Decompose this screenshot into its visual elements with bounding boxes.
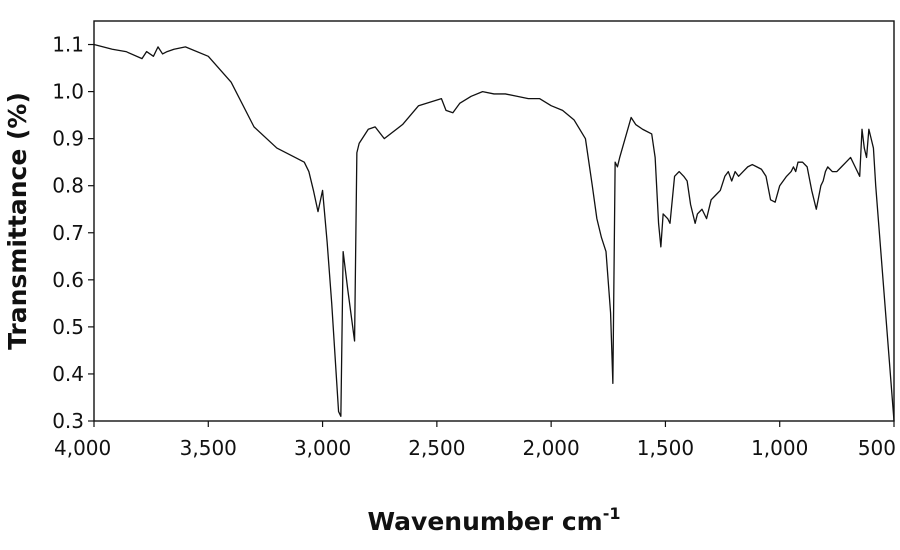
- y-tick-label: 0.6: [52, 268, 84, 292]
- x-tick-label: 4,000: [54, 436, 111, 460]
- y-tick-label: 0.9: [52, 127, 84, 151]
- plot-frame: [93, 20, 895, 422]
- tick-label-layer: 0.3 0.4 0.5 0.6 0.7 0.8 0.9 1.0 1.1 4,000 3,500 3,0…: [52, 33, 896, 460]
- y-tick-label: 0.8: [52, 174, 84, 198]
- y-tick-label: 1.1: [52, 33, 84, 57]
- y-tick-label: 0.4: [52, 362, 84, 386]
- y-tick-label: 0.7: [52, 221, 84, 245]
- x-tick-label: 3,500: [180, 436, 237, 460]
- x-tick-label: 2,500: [408, 436, 465, 460]
- x-axis-title: Wavenumber cm-1: [368, 504, 621, 536]
- y-tick-label: 0.5: [52, 315, 84, 339]
- x-tick-label: 2,000: [523, 436, 580, 460]
- x-tick-label: 1,500: [637, 436, 694, 460]
- x-axis-title-main: Wavenumber cm: [368, 507, 603, 536]
- x-tick-label: 3,000: [294, 436, 351, 460]
- tick-layer: [88, 43, 895, 427]
- y-axis-title: Transmittance (%): [3, 92, 32, 350]
- x-tick-label: 500: [858, 436, 896, 460]
- y-tick-label: 0.3: [52, 409, 84, 433]
- y-tick-label: 1.0: [52, 80, 84, 104]
- x-tick-label: 1,000: [751, 436, 808, 460]
- x-axis-title-superscript: -1: [603, 504, 621, 523]
- series-line-transmittance: [93, 43, 895, 422]
